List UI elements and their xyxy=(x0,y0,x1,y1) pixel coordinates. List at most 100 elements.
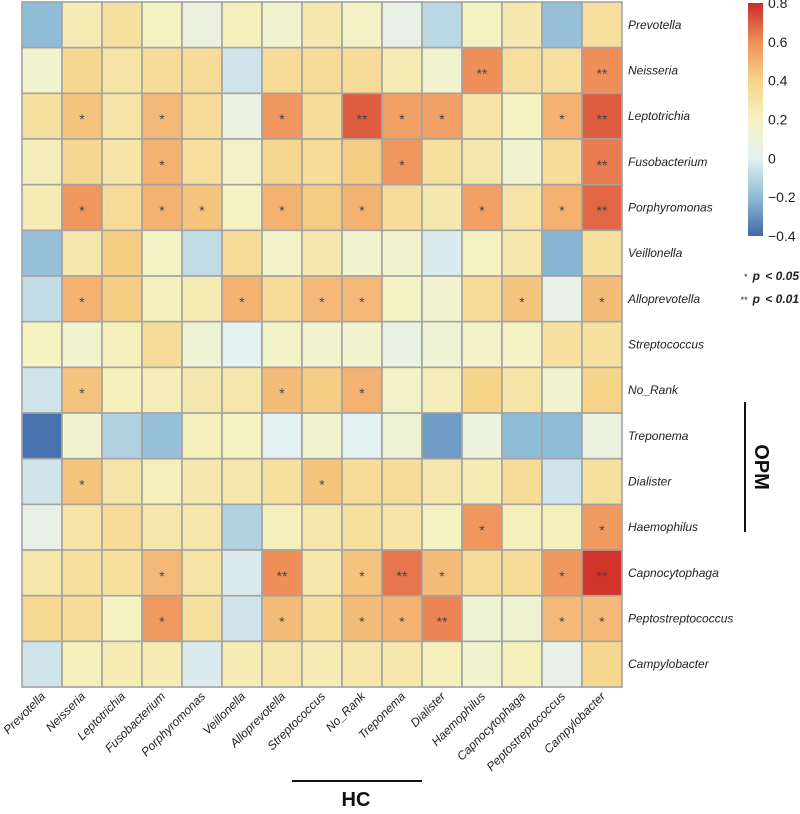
row-labels: Prevotella Neisseria Leptotrichia Fusobacte… xyxy=(627,18,733,671)
heatmap-cell xyxy=(341,412,383,460)
colorbar-tick-label: 0.8 xyxy=(768,0,788,11)
heatmap-cell xyxy=(141,457,183,506)
heatmap-cell xyxy=(261,412,303,460)
significance-mark: * xyxy=(79,385,85,401)
significance-mark: * xyxy=(159,157,165,173)
heatmap-cell xyxy=(101,594,143,643)
heatmap-cell xyxy=(421,46,463,95)
heatmap-cell xyxy=(141,275,183,323)
significance-mark: * xyxy=(399,157,405,173)
heatmap-cell xyxy=(421,92,463,140)
heatmap-cell xyxy=(141,366,183,414)
significance-mark: * xyxy=(159,203,165,219)
colorbar-tick-label: 0.4 xyxy=(768,73,788,89)
heatmap-cell xyxy=(421,366,463,414)
heatmap-cell xyxy=(21,92,63,140)
heatmap-cell xyxy=(461,457,503,506)
heatmap-cell xyxy=(221,594,263,643)
heatmap-cell xyxy=(581,640,623,688)
heatmap-cell xyxy=(501,1,543,49)
significance-mark: * xyxy=(279,614,285,630)
legend-p05-rest: < 0.05 xyxy=(765,269,799,283)
heatmap-cell xyxy=(541,366,583,414)
significance-mark: * xyxy=(79,203,85,219)
heatmap-cell xyxy=(501,457,543,506)
significance-mark: * xyxy=(559,568,565,584)
heatmap-cell xyxy=(581,457,623,506)
heatmap-cell xyxy=(541,46,583,95)
heatmap-cell xyxy=(221,138,263,186)
heatmap-cell xyxy=(461,138,503,186)
heatmap-cell xyxy=(21,46,63,95)
row-label: Leptotrichia xyxy=(628,109,690,123)
significance-mark: ** xyxy=(597,203,608,219)
heatmap-cell xyxy=(181,92,223,140)
heatmap-cell xyxy=(101,138,143,186)
heatmap-cell xyxy=(101,92,143,140)
row-label: Treponema xyxy=(628,429,689,443)
heatmap-cell xyxy=(501,503,543,551)
heatmap-cell xyxy=(381,183,423,232)
significance-mark: ** xyxy=(357,111,368,127)
heatmap-cell xyxy=(541,229,583,277)
heatmap-cell xyxy=(421,1,463,49)
heatmap-cell xyxy=(421,229,463,277)
heatmap-cell xyxy=(221,320,263,369)
colorbar-tick-label: 0.6 xyxy=(768,34,788,50)
heatmap-cells: ** *** * * ** * * * *** * *** * * * * * * *** * * * * ** * ** ** *… xyxy=(21,1,623,688)
heatmap-cell xyxy=(381,457,423,506)
heatmap-cell xyxy=(301,549,343,597)
heatmap-cell xyxy=(381,412,423,460)
significance-mark: * xyxy=(359,614,365,630)
heatmap-cell xyxy=(461,366,503,414)
colorbar-tick-label: −0.4 xyxy=(768,228,796,244)
heatmap-cell xyxy=(261,549,303,597)
heatmap-cell xyxy=(61,46,103,95)
column-label: Capnocytophaga xyxy=(454,689,528,763)
row-label: Dialister xyxy=(628,475,672,489)
significance-mark: ** xyxy=(397,568,408,584)
legend-p05: * p < 0.05 xyxy=(744,269,800,283)
colorbar-tick-label: −0.2 xyxy=(768,189,796,205)
significance-mark: ** xyxy=(277,568,288,584)
significance-mark: * xyxy=(359,568,365,584)
heatmap-cell xyxy=(581,92,623,140)
heatmap-cell xyxy=(461,549,503,597)
significance-mark: * xyxy=(199,203,205,219)
heatmap-cell xyxy=(21,594,63,643)
heatmap-cell xyxy=(541,412,583,460)
heatmap-cell xyxy=(21,229,63,277)
heatmap-cell xyxy=(21,138,63,186)
heatmap-cell xyxy=(181,183,223,232)
heatmap-cell xyxy=(101,640,143,688)
colorbar xyxy=(748,3,763,236)
significance-mark: * xyxy=(559,614,565,630)
heatmap-cell xyxy=(61,503,103,551)
heatmap-cell xyxy=(261,366,303,414)
heatmap-cell xyxy=(381,594,423,643)
heatmap-cell xyxy=(581,183,623,232)
legend-p05-p: p xyxy=(752,269,760,283)
heatmap-cell xyxy=(261,138,303,186)
heatmap-cell xyxy=(301,46,343,95)
significance-mark: ** xyxy=(597,66,608,82)
heatmap-cell xyxy=(301,640,343,688)
heatmap-cell xyxy=(421,503,463,551)
heatmap-cell xyxy=(501,320,543,369)
row-label: Haemophilus xyxy=(628,520,698,534)
heatmap-cell xyxy=(221,275,263,323)
significance-mark: * xyxy=(559,111,565,127)
heatmap-cell xyxy=(341,503,383,551)
heatmap-cell xyxy=(541,183,583,232)
colorbar-tick-label: 0 xyxy=(768,150,776,166)
heatmap-cell xyxy=(341,92,383,140)
row-label: Peptostreptococcus xyxy=(628,612,733,626)
row-label: Campylobacter xyxy=(628,657,710,671)
heatmap-cell xyxy=(221,549,263,597)
significance-mark: * xyxy=(279,203,285,219)
heatmap-cell xyxy=(141,320,183,369)
heatmap-cell xyxy=(381,275,423,323)
heatmap-cell xyxy=(301,1,343,49)
significance-mark: ** xyxy=(437,614,448,630)
heatmap-cell xyxy=(101,229,143,277)
